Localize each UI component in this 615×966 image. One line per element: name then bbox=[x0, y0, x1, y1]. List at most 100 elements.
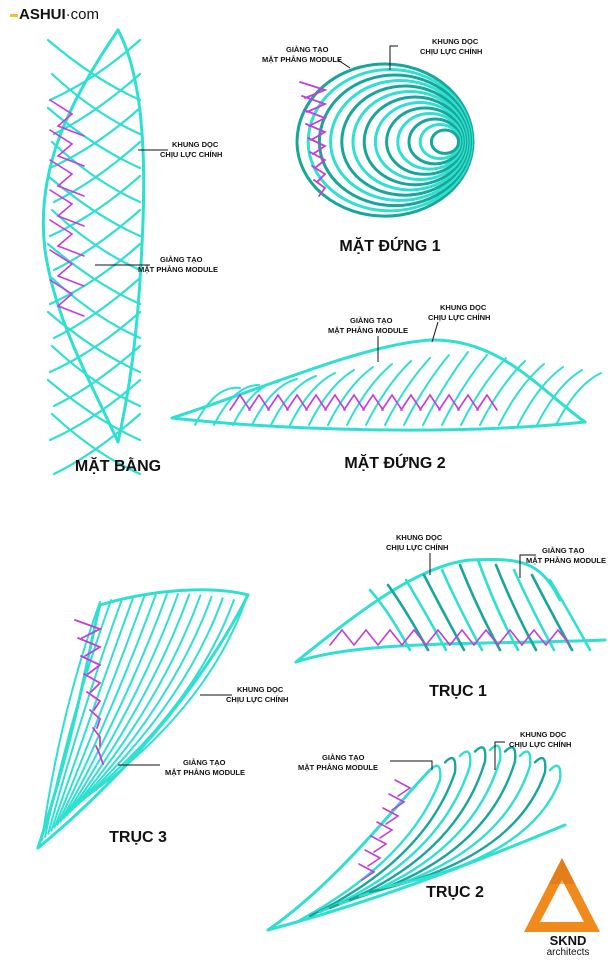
frame-rib bbox=[48, 106, 142, 170]
frame-rib bbox=[170, 338, 587, 424]
frame-rib bbox=[170, 416, 587, 432]
svg-text:GIẰNG TẠO: GIẰNG TẠO bbox=[286, 45, 329, 54]
frame-rib bbox=[429, 128, 461, 155]
svg-text:MẶT PHẲNG MODULE: MẶT PHẲNG MODULE bbox=[298, 763, 378, 772]
ashui-logo: ASHUI·com bbox=[10, 6, 99, 23]
bracing-member bbox=[83, 673, 102, 693]
frame-rib bbox=[346, 363, 393, 426]
frame-rib bbox=[36, 593, 250, 850]
frame-rib bbox=[48, 378, 142, 442]
bracing-member bbox=[497, 628, 523, 646]
label-khung-elev: KHUNG DỌC CHỊU LỰC CHÍNH bbox=[428, 303, 490, 343]
bracing-member bbox=[248, 393, 270, 411]
label-giang-t2: GIẰNG TẠO MẶT PHẲNG MODULE bbox=[298, 753, 433, 772]
frame-rib bbox=[59, 593, 168, 823]
frame-rib bbox=[270, 375, 317, 426]
frame-rib bbox=[476, 558, 520, 652]
frame-rib bbox=[294, 558, 562, 664]
frame-rib bbox=[404, 578, 448, 652]
bracing-member bbox=[521, 628, 547, 646]
frame-rib bbox=[266, 823, 567, 932]
frame-rib bbox=[48, 242, 142, 306]
svg-text:MẶT PHẲNG MODULE: MẶT PHẲNG MODULE bbox=[262, 55, 342, 64]
frame-rib bbox=[46, 310, 142, 374]
bracing-member bbox=[77, 637, 103, 657]
title-truc-1: TRỤC 1 bbox=[429, 683, 487, 700]
svg-text:MẶT PHẲNG MODULE: MẶT PHẲNG MODULE bbox=[328, 326, 408, 335]
svg-text:CHỊU LỰC CHÍNH: CHỊU LỰC CHÍNH bbox=[226, 695, 288, 704]
label-khung-t3: KHUNG DỌC CHỊU LỰC CHÍNH bbox=[200, 685, 288, 704]
frame-rib bbox=[494, 563, 538, 652]
svg-text:KHUNG DỌC: KHUNG DỌC bbox=[432, 37, 479, 46]
svg-text:CHỊU LỰC CHÍNH: CHỊU LỰC CHÍNH bbox=[386, 543, 448, 552]
frame-rib bbox=[294, 638, 607, 664]
bracing-member bbox=[353, 628, 379, 646]
label-khung-dome: KHUNG DỌC CHỊU LỰC CHÍNH bbox=[389, 37, 482, 70]
bracing-member bbox=[449, 628, 475, 646]
sknd-brand: SKND architects bbox=[546, 933, 590, 958]
frame-rib bbox=[403, 354, 450, 426]
frame-rib bbox=[50, 595, 135, 832]
label-giang-t3: GIẰNG TẠO MẶT PHẲNG MODULE bbox=[118, 758, 245, 777]
bracing-member bbox=[307, 137, 327, 155]
svg-text:KHUNG DỌC: KHUNG DỌC bbox=[396, 533, 443, 542]
frame-rib bbox=[232, 381, 279, 426]
frame-rib bbox=[41, 601, 101, 841]
bracing-member bbox=[377, 628, 403, 646]
frame-rib bbox=[479, 360, 526, 426]
label-giang-t1: GIẰNG TẠO MẶT PHẲNG MODULE bbox=[519, 546, 606, 578]
bracing-member bbox=[381, 393, 403, 411]
frame-rib bbox=[365, 360, 412, 426]
bracing-member bbox=[305, 123, 328, 141]
frame-rib bbox=[536, 369, 583, 426]
frame-rib bbox=[52, 412, 142, 476]
svg-text:KHUNG DỌC: KHUNG DỌC bbox=[440, 303, 487, 312]
frame-rib bbox=[77, 599, 235, 805]
bracing-member bbox=[545, 628, 571, 646]
bracing-member bbox=[92, 727, 101, 747]
frame-rib bbox=[68, 594, 202, 814]
frame-rib bbox=[348, 746, 517, 902]
frame-rib bbox=[46, 242, 142, 306]
bracing-member bbox=[305, 393, 327, 411]
frame-rib bbox=[47, 597, 124, 835]
bracing-member bbox=[343, 393, 365, 411]
svg-text:GIẰNG TẠO: GIẰNG TẠO bbox=[183, 758, 226, 767]
bracing-member bbox=[476, 393, 498, 411]
frame-rib bbox=[327, 366, 374, 426]
bracing-member bbox=[267, 393, 289, 411]
frame-rib bbox=[53, 594, 146, 829]
frame-rib bbox=[338, 744, 502, 906]
frame-rib bbox=[194, 386, 241, 426]
svg-text:MẶT PHẲNG MODULE: MẶT PHẲNG MODULE bbox=[526, 556, 606, 565]
frame-rib bbox=[384, 357, 431, 426]
bracing-member bbox=[49, 189, 85, 227]
bracing-member bbox=[229, 393, 251, 411]
bracing-member bbox=[299, 81, 328, 99]
frame-rib bbox=[328, 746, 487, 910]
bracing-member bbox=[313, 179, 327, 197]
label-khung-plan: KHUNG DỌC CHỊU LỰC CHÍNH bbox=[138, 140, 222, 159]
svg-text:KHUNG DỌC: KHUNG DỌC bbox=[172, 140, 219, 149]
bracing-member bbox=[301, 95, 328, 113]
label-giang-plan: GIẰNG TẠO MẶT PHẲNG MODULE bbox=[95, 255, 218, 274]
bracing-member bbox=[329, 628, 355, 646]
truc-2-structure bbox=[266, 744, 567, 932]
bracing-member bbox=[309, 151, 327, 169]
frame-rib bbox=[308, 369, 355, 426]
frame-rib bbox=[52, 72, 142, 136]
bracing-member bbox=[457, 393, 479, 411]
bracing-member bbox=[74, 619, 103, 639]
bracing-member bbox=[370, 835, 388, 853]
frame-rib bbox=[368, 588, 412, 652]
svg-text:MẶT PHẲNG MODULE: MẶT PHẲNG MODULE bbox=[165, 768, 245, 777]
frame-rib bbox=[65, 593, 191, 817]
frame-rib bbox=[52, 344, 142, 408]
svg-text:GIẰNG TẠO: GIẰNG TẠO bbox=[542, 546, 585, 555]
frame-rib bbox=[251, 378, 298, 426]
bracing-member bbox=[419, 393, 441, 411]
frame-rib bbox=[52, 140, 142, 204]
title-truc-2: TRỤC 2 bbox=[426, 884, 484, 901]
frame-rib bbox=[81, 600, 246, 801]
frame-rib bbox=[74, 597, 224, 808]
